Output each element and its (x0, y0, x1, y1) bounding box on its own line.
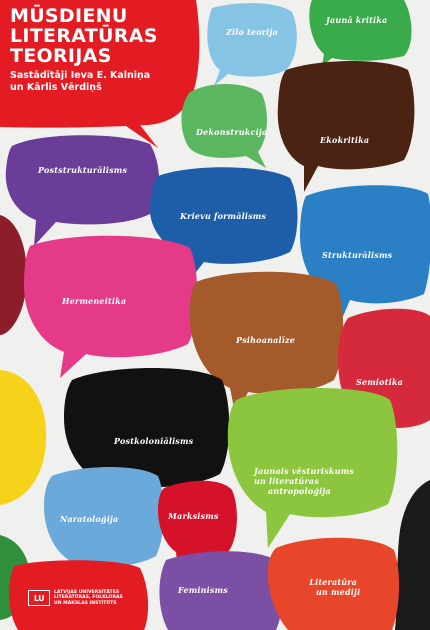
label-marksisms: Marksisms (168, 511, 219, 521)
publisher-name: LATVIJAS UNIVERSITĀTES LITERATŪRAS, FOLK… (54, 590, 123, 606)
pink-bubble (24, 235, 198, 378)
publisher-logo: LU LATVIJAS UNIVERSITĀTES LITERATŪRAS, F… (28, 590, 123, 606)
label-ekokritika: Ekokritika (320, 135, 370, 145)
tan-brown-bubble (189, 271, 344, 418)
title-bubble (0, 0, 200, 148)
label-jaunais-line-1: Jaunais vēsturiskums (254, 466, 354, 476)
label-jaunais-line-3: antropoloģija (268, 486, 331, 496)
pale-blue-bubble (44, 467, 164, 586)
yellow-edge-bubble (0, 370, 47, 505)
violet-bubble (159, 551, 284, 630)
label-jaunais-vesturiskums: Jaunais vēsturiskums un literatūras antr… (254, 466, 354, 496)
label-postkolonialisms: Postkoloniālisms (114, 436, 194, 446)
publisher-bubble (9, 560, 149, 630)
title-line-2: LITERATŪRAS (10, 25, 158, 47)
label-feminisms: Feminisms (178, 585, 228, 595)
publisher-line-1: LATVIJAS UNIVERSITĀTES (54, 590, 120, 596)
label-jauna-kritika: Jaunā kritika (326, 15, 388, 25)
publisher-line-2: LITERATŪRAS, FOLKLORAS (54, 595, 123, 601)
title-line-3: TEORIJAS (10, 45, 112, 67)
label-dekonstrukcija: Dekonstrukcija (196, 127, 268, 137)
book-title: MŪSDIENU LITERATŪRAS TEORIJAS (10, 6, 158, 66)
orange-red-bubble (267, 537, 400, 630)
label-jaunais-line-2: un literatūras (254, 476, 319, 486)
light-green-bubble (181, 83, 267, 168)
dark-brown-bubble (277, 61, 415, 192)
label-krievu-formalisms: Krievu formālisms (180, 211, 267, 221)
lu-logo-icon: LU (28, 590, 50, 606)
label-literatura-line-1: Literatūra (309, 577, 358, 587)
crimson-bubble (158, 480, 237, 572)
label-psihoanalize: Psihoanalīze (236, 335, 296, 345)
label-poststrukturalisms: Poststrukturālisms (38, 165, 128, 175)
editors-line-2: un Kārlis Vērdiņš (10, 82, 102, 93)
maroon-edge-bubble (0, 215, 27, 335)
purple-bubble (5, 135, 159, 246)
label-semiotika: Semiotika (356, 377, 403, 387)
label-strukturalisms: Strukturālisms (322, 250, 393, 260)
sky-blue-bubble (207, 3, 297, 86)
label-hermeneitika: Hermeneitika (62, 296, 127, 306)
editors: Sastādītāji Ieva E. Kalniņa un Kārlis Vē… (10, 70, 150, 94)
green-bubble (309, 0, 412, 66)
label-zilo-teorija: Zilo teorija (226, 27, 278, 37)
black-edge-bubble (395, 480, 430, 630)
lime-bubble (227, 388, 398, 548)
label-naratologija: Naratoloģija (60, 514, 119, 524)
label-literatura-un-mediji: Literatūra un mediji (306, 577, 360, 597)
title-line-1: MŪSDIENU (10, 5, 128, 27)
label-literatura-line-2: un mediji (316, 587, 361, 597)
editors-line-1: Sastādītāji Ieva E. Kalniņa (10, 70, 151, 81)
publisher-line-3: UN MĀKSLAS INSTITŪTS (54, 600, 117, 606)
